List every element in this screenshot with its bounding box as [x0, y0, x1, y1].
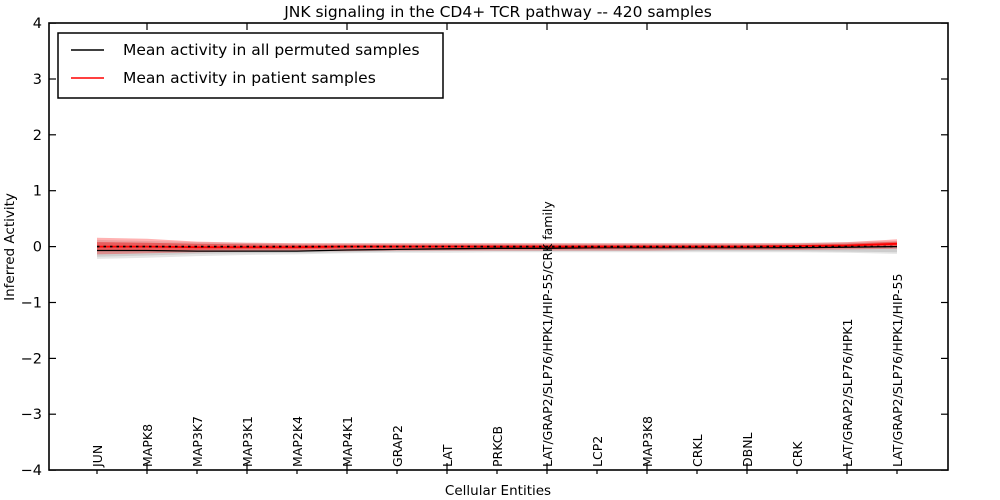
legend-label-patient: Mean activity in patient samples — [123, 69, 376, 87]
y-tick-label: 2 — [33, 128, 42, 144]
y-tick-label: 3 — [33, 72, 42, 88]
plot-border — [48, 22, 949, 471]
x-tick-label: MAP3K7 — [190, 416, 205, 467]
series-mean-activity-in-all-permuted-samples — [97, 245, 898, 252]
x-tick-label: MAP3K8 — [640, 416, 655, 467]
legend: Mean activity in all permuted samples Me… — [57, 32, 444, 99]
x-tick-label: MAP4K1 — [340, 416, 355, 467]
axes-ticks: 4 3 2 1 0 −1 −2 −3 −4 JUN MAPK8 MAP3K7 MAP3K1 MAP2K4 M… — [21, 16, 948, 479]
x-tick-label: DBNL — [740, 432, 755, 467]
x-axis-label: Cellular Entities — [445, 483, 551, 499]
y-tick-label: 4 — [33, 16, 42, 32]
legend-label-permuted: Mean activity in all permuted samples — [123, 41, 420, 59]
y-tick-label: −3 — [21, 407, 42, 423]
x-tick-label: LAT/GRAP2/SLP76/HPK1/HIP-55/CRK family — [540, 201, 555, 467]
x-tick-label: LAT/GRAP2/SLP76/HPK1 — [840, 319, 855, 467]
legend-box — [57, 32, 444, 99]
y-tick-label: −1 — [21, 295, 42, 311]
x-tick-label: LAT/GRAP2/SLP76/HPK1/HIP-55 — [890, 274, 905, 467]
y-tick-label: −4 — [21, 463, 42, 479]
y-axis-label: Inferred Activity — [2, 193, 18, 301]
x-tick-label: PRKCB — [490, 426, 505, 467]
x-tick-label: LCP2 — [590, 436, 605, 467]
band-permuted-spread-outer — [97, 239, 897, 259]
y-tick-label: 1 — [33, 184, 42, 200]
x-tick-label: MAP3K1 — [240, 416, 255, 467]
x-tick-label: CRK — [790, 441, 805, 467]
x-tick-label: MAP2K4 — [290, 416, 305, 467]
y-tick-label: 0 — [33, 240, 42, 256]
data-lines — [97, 242, 898, 252]
x-tick-label: MAPK8 — [140, 424, 155, 467]
x-tick-label: LAT — [440, 444, 455, 467]
x-tick-label: JUN — [90, 445, 105, 468]
chart-title: JNK signaling in the CD4+ TCR pathway --… — [283, 3, 712, 21]
y-tick-label: −2 — [21, 351, 42, 367]
x-tick-label: CRKL — [690, 434, 705, 467]
series-mean-activity-in-patient-samples — [97, 242, 898, 249]
x-tick-label: GRAP2 — [390, 425, 405, 467]
